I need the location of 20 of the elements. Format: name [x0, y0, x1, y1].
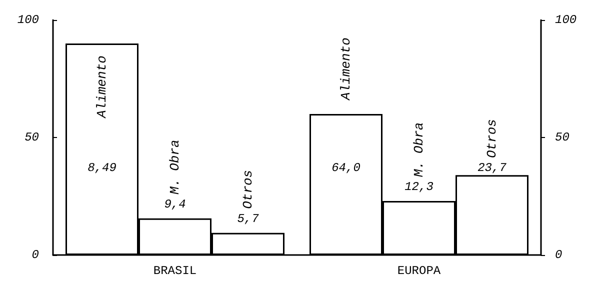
- y-tick-label: 50: [24, 130, 39, 144]
- annotation: 9,4: [164, 197, 186, 212]
- y2-tick-label: 100: [555, 13, 577, 27]
- text: M. Obra: [412, 122, 426, 177]
- annotation: 64,0: [332, 161, 360, 176]
- annotation: 8,49: [88, 161, 116, 176]
- y2-tick-label: 0: [555, 248, 562, 262]
- text: Otros: [484, 119, 500, 158]
- text: Alimento: [338, 38, 354, 100]
- y-tick-label: 0: [32, 248, 39, 262]
- x-tick-label: BRASIL: [153, 264, 197, 278]
- annotation: 23,7: [478, 161, 508, 176]
- text: Otros: [240, 170, 256, 209]
- annotation: 5,7: [237, 212, 260, 226]
- series-label: Alimento: [94, 55, 110, 119]
- text: M. Obra: [168, 140, 182, 194]
- annotation: 12,3: [404, 180, 434, 194]
- y2-tick-label: 50: [555, 130, 570, 144]
- x-tick-label: EUROPA: [397, 264, 442, 278]
- y-tick-label: 100: [17, 13, 39, 27]
